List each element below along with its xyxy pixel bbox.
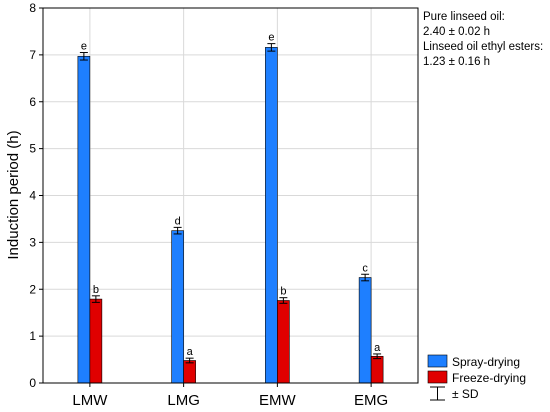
significance-letter-spray-drying-emw: e <box>268 32 274 44</box>
legend-label-spray-drying: Spray-drying <box>452 355 520 369</box>
y-tick-label-4: 4 <box>29 189 36 203</box>
y-tick-label-7: 7 <box>29 48 36 62</box>
y-tick-label-6: 6 <box>29 95 36 109</box>
error-bar-spray-drying-lmg <box>173 226 182 235</box>
note-line-1: Pure linseed oil: <box>423 11 505 23</box>
significance-letter-freeze-drying-emw: b <box>280 286 286 298</box>
reference-note: Pure linseed oil: 2.40 ± 0.02 h Linseed … <box>423 10 543 70</box>
error-bar-spray-drying-emg <box>361 273 370 282</box>
bar-spray-drying-emg <box>358 277 372 384</box>
bar-spray-drying-lmw <box>77 55 91 384</box>
bar-freeze-drying-lmg <box>183 360 196 384</box>
y-tick-label-5: 5 <box>29 142 36 156</box>
bar-freeze-drying-emw <box>277 300 290 384</box>
legend: Spray-drying Freeze-drying ± SD <box>427 354 526 401</box>
error-bar-freeze-drying-lmg <box>185 357 194 364</box>
bars: e d e c b a b a <box>77 32 384 384</box>
y-tick-label-3: 3 <box>29 235 36 249</box>
legend-swatch-freeze-drying <box>427 370 448 384</box>
bar-spray-drying-lmg <box>171 230 184 384</box>
error-bar-freeze-drying-emw <box>279 297 288 304</box>
x-tick-label-lmw: LMW <box>72 392 108 409</box>
error-bar-freeze-drying-emg <box>373 353 382 360</box>
legend-label-sd: ± SD <box>452 387 479 401</box>
error-bar-spray-drying-emw <box>267 43 276 52</box>
legend-label-freeze-drying: Freeze-drying <box>452 371 526 385</box>
plot-frame <box>42 7 419 384</box>
note-line-2: 2.40 ± 0.02 h <box>423 26 491 38</box>
y-axis-label: Induction period (h) <box>5 130 22 259</box>
legend-swatch-spray-drying <box>427 354 448 368</box>
significance-letter-spray-drying-lmg: d <box>175 215 181 227</box>
significance-letter-spray-drying-emg: c <box>362 262 368 274</box>
error-bar-spray-drying-lmw <box>79 52 88 61</box>
bar-spray-drying-emw <box>265 47 278 384</box>
axes: 0 1 2 3 4 5 6 7 8 LMW LMG EMW EMG <box>29 1 419 409</box>
x-tick-label-emg: EMG <box>354 392 388 409</box>
y-tick-label-2: 2 <box>29 282 36 296</box>
bar-freeze-drying-emg <box>370 355 384 384</box>
significance-letter-freeze-drying-lmw: b <box>93 284 99 296</box>
significance-letter-freeze-drying-emg: a <box>374 342 381 354</box>
significance-letter-freeze-drying-lmg: a <box>187 346 194 358</box>
significance-letter-spray-drying-lmw: e <box>81 41 87 53</box>
legend-sd-symbol <box>430 386 445 401</box>
x-tick-label-lmg: LMG <box>167 392 200 409</box>
bar-freeze-drying-lmw <box>89 298 103 384</box>
note-line-4: 1.23 ± 0.16 h <box>423 56 491 68</box>
x-tick-label-emw: EMW <box>259 392 297 409</box>
error-bar-freeze-drying-lmw <box>91 295 100 303</box>
y-tick-label-8: 8 <box>29 1 36 15</box>
y-tick-label-0: 0 <box>29 376 36 390</box>
note-line-3: Linseed oil ethyl esters: <box>423 41 544 53</box>
y-tick-label-1: 1 <box>29 329 36 343</box>
